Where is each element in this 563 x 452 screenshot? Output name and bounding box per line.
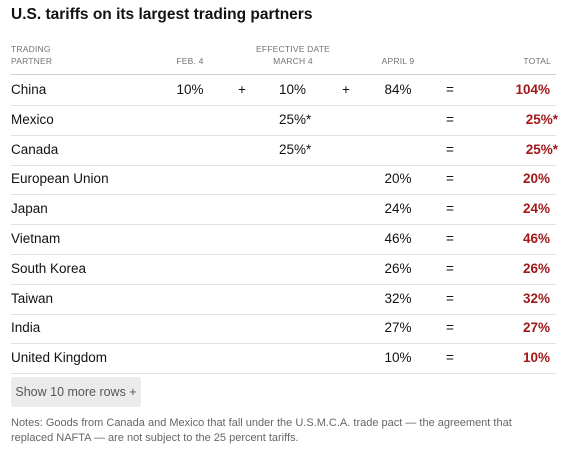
table-row: Mexico 25%* = 25%* bbox=[11, 105, 558, 136]
equals-sign: = bbox=[446, 290, 454, 306]
partner-name: Vietnam bbox=[11, 231, 61, 246]
april-value: 10% bbox=[384, 350, 412, 366]
total-value: 25%* bbox=[525, 111, 558, 127]
plus-sign: + bbox=[238, 82, 246, 97]
partner-name: South Korea bbox=[11, 260, 87, 276]
header-partner-line1: TRADING bbox=[11, 44, 51, 54]
table-row: Canada 25%* = 25%* bbox=[11, 135, 558, 166]
total-value: 46% bbox=[522, 231, 550, 246]
march-value: 25%* bbox=[279, 141, 312, 157]
april-value: 84% bbox=[384, 82, 412, 97]
total-value: 20% bbox=[522, 171, 550, 187]
april-value: 20% bbox=[384, 171, 412, 187]
header-partner: TRADING PARTNER bbox=[11, 43, 52, 67]
equals-sign: = bbox=[446, 350, 454, 366]
feb-value: 10% bbox=[176, 82, 204, 97]
march-value: 25%* bbox=[279, 111, 312, 127]
header-march: MARCH 4 bbox=[273, 56, 313, 66]
equals-sign: = bbox=[446, 320, 454, 336]
table-row: South Korea 26% = 26% bbox=[11, 254, 556, 285]
april-value: 27% bbox=[384, 320, 412, 336]
partner-name: United Kingdom bbox=[11, 350, 108, 366]
equals-sign: = bbox=[446, 231, 454, 246]
partner-name: Mexico bbox=[11, 111, 54, 127]
header-feb: FEB. 4 bbox=[176, 56, 204, 66]
partner-name: China bbox=[11, 82, 47, 97]
march-value: 10% bbox=[279, 82, 307, 97]
total-value: 32% bbox=[522, 290, 550, 306]
table-row: China 10% +10% +84% = 104% bbox=[11, 75, 556, 106]
total-value: 26% bbox=[522, 260, 550, 276]
table-row: United Kingdom 10% = 10% bbox=[11, 343, 556, 375]
total-value: 104% bbox=[515, 82, 550, 97]
partner-name: Taiwan bbox=[11, 290, 54, 306]
header-effective-date: EFFECTIVE DATE bbox=[256, 44, 330, 54]
equals-sign: = bbox=[446, 171, 454, 187]
plus-sign: + bbox=[342, 82, 350, 97]
header-partner-line2: PARTNER bbox=[11, 56, 53, 66]
header-divider bbox=[11, 74, 556, 75]
total-value: 24% bbox=[522, 201, 550, 217]
table-row: India 27% = 27% bbox=[11, 313, 556, 345]
partner-name: Japan bbox=[11, 201, 48, 217]
partner-name: India bbox=[11, 320, 41, 336]
total-value: 25%* bbox=[525, 141, 558, 157]
header-total: TOTAL bbox=[523, 56, 551, 66]
table-row: European Union 20% = 20% bbox=[11, 164, 556, 196]
april-value: 32% bbox=[384, 290, 412, 306]
header-april: APRIL 9 bbox=[381, 56, 415, 66]
total-value: 10% bbox=[522, 350, 550, 366]
equals-sign: = bbox=[446, 141, 454, 157]
april-value: 24% bbox=[384, 201, 412, 217]
table-row: Japan 24% = 24% bbox=[11, 194, 556, 226]
show-more-button[interactable]: Show 10 more rows + bbox=[11, 377, 141, 407]
page-title: U.S. tariffs on its largest trading part… bbox=[11, 6, 313, 23]
equals-sign: = bbox=[446, 111, 454, 127]
april-value: 46% bbox=[384, 231, 412, 246]
table-row: Taiwan 32% = 32% bbox=[11, 284, 556, 315]
april-value: 26% bbox=[384, 260, 412, 276]
total-value: 27% bbox=[522, 320, 550, 336]
equals-sign: = bbox=[446, 201, 454, 217]
equals-sign: = bbox=[446, 260, 454, 276]
table-row: Vietnam 46% = 46% bbox=[11, 224, 556, 255]
partner-name: Canada bbox=[11, 141, 59, 157]
equals-sign: = bbox=[446, 82, 454, 97]
partner-name: European Union bbox=[11, 171, 109, 187]
notes: Notes: Goods from Canada and Mexico that… bbox=[11, 417, 512, 444]
